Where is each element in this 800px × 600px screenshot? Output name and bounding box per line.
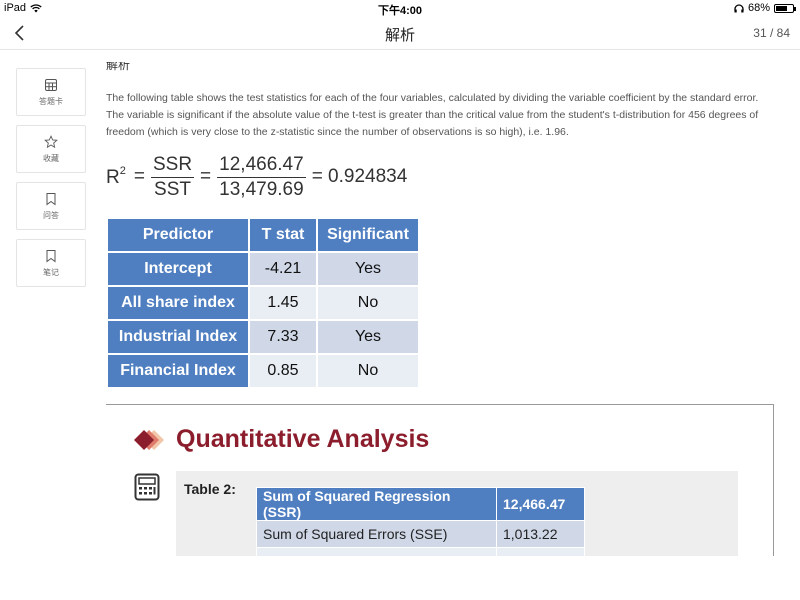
header-t-stat: T stat (250, 219, 316, 251)
header-predictor: Predictor (108, 219, 248, 251)
t-stat-cell: -4.21 (250, 253, 316, 285)
bookmark-icon (46, 249, 56, 262)
battery-percent: 68% (747, 2, 770, 14)
answer-card-label: 答题卡 (39, 96, 63, 106)
status-left: iPad (4, 2, 42, 14)
sst-value-cell: 13,479.69 (496, 547, 585, 556)
calculator-icon (134, 473, 160, 501)
formula-fraction-numeric: 12,466.47 13,479.69 (217, 154, 306, 200)
predictor-cell: Financial Index (108, 355, 248, 387)
table-row: Industrial Index 7.33 Yes (108, 321, 418, 353)
table-row: Sum of Squared Errors (SSE) 1,013.22 (256, 520, 585, 548)
page-title: 解析 (384, 27, 415, 44)
answer-card-button[interactable]: 答题卡 (16, 68, 86, 116)
answer-card-icon (45, 78, 57, 91)
battery-icon (774, 3, 796, 13)
status-time: 下午4:00 (377, 5, 423, 17)
predictor-cell: All share index (108, 287, 248, 319)
back-chevron-icon[interactable] (10, 22, 32, 44)
bookmark-icon (46, 192, 56, 205)
header-significant: Significant (318, 219, 418, 251)
notes-button[interactable]: 笔记 (16, 239, 86, 287)
formula-sst: SST (154, 178, 191, 200)
qa-label: 问答 (43, 210, 59, 220)
section-heading-text: 解析 (106, 62, 131, 72)
table-2-label: Table 2: (184, 481, 236, 497)
ssr-value-cell: 12,466.47 (496, 487, 585, 521)
sidebar: 答题卡 收藏 问答 笔记 (16, 68, 86, 296)
t-stat-cell: 7.33 (250, 321, 316, 353)
table-row: Sum of Squared Total (SST) 13,479.69 (256, 547, 585, 556)
sst-label-cell: Sum of Squared Total (SST) (256, 547, 497, 556)
page-counter: 31 / 84 (753, 26, 790, 40)
sse-label-cell: Sum of Squared Errors (SSE) (256, 520, 497, 548)
formula-fraction-symbolic: SSR SST (150, 154, 195, 200)
t-stat-table: Predictor T stat Significant Intercept -… (106, 217, 420, 389)
explanation-paragraph: The following table shows the test stati… (106, 92, 759, 138)
significant-cell: No (318, 355, 418, 387)
predictor-cell: Industrial Index (108, 321, 248, 353)
nav-bar: 解析 31 / 84 (0, 16, 800, 50)
formula-sst-value: 13,479.69 (219, 178, 304, 200)
significant-cell: Yes (318, 321, 418, 353)
table-header-row: Predictor T stat Significant (108, 219, 418, 251)
slide-title: Quantitative Analysis (176, 425, 430, 453)
r-squared-formula: R2 = SSR SST = 12,466.47 13,479.69 = 0.9… (106, 152, 407, 202)
embedded-slide: Quantitative Analysis Table 2: Sum of Sq… (106, 404, 774, 556)
formula-result: = 0.924834 (311, 166, 408, 187)
significant-cell: No (318, 287, 418, 319)
device-name: iPad (4, 2, 27, 14)
table-row: All share index 1.45 No (108, 287, 418, 319)
t-stat-cell: 0.85 (250, 355, 316, 387)
table-row: Financial Index 0.85 No (108, 355, 418, 387)
formula-r: R (106, 167, 120, 188)
formula-lhs: R2 (106, 165, 126, 189)
favorite-button[interactable]: 收藏 (16, 125, 86, 173)
formula-exponent: 2 (119, 165, 126, 177)
wifi-icon (30, 3, 42, 12)
battery-fill (776, 5, 787, 11)
table-row: Sum of Squared Regression (SSR) 12,466.4… (256, 487, 585, 521)
star-icon (44, 134, 58, 148)
sse-value-cell: 1,013.22 (496, 520, 585, 548)
formula-ssr: SSR (150, 154, 195, 178)
ssr-label-cell: Sum of Squared Regression (SSR) (256, 487, 497, 521)
favorite-label: 收藏 (43, 153, 59, 163)
sum-of-squares-table: Sum of Squared Regression (SSR) 12,466.4… (256, 487, 585, 556)
headphones-icon (734, 3, 744, 12)
formula-equals-1: = (133, 166, 145, 187)
status-bar: iPad 下午4:00 68% (0, 0, 800, 17)
t-stat-cell: 1.45 (250, 287, 316, 319)
table-2-panel: Table 2: Sum of Squared Regression (SSR)… (176, 471, 738, 556)
qa-button[interactable]: 问答 (16, 182, 86, 230)
diamond-logo-icon (134, 430, 164, 450)
notes-label: 笔记 (43, 267, 59, 277)
significant-cell: Yes (318, 253, 418, 285)
table-row: Intercept -4.21 Yes (108, 253, 418, 285)
formula-ssr-value: 12,466.47 (217, 154, 306, 178)
status-right: 68% (734, 2, 796, 14)
predictor-cell: Intercept (108, 253, 248, 285)
formula-equals-2: = (200, 166, 212, 187)
section-heading: 解析 (106, 62, 166, 74)
